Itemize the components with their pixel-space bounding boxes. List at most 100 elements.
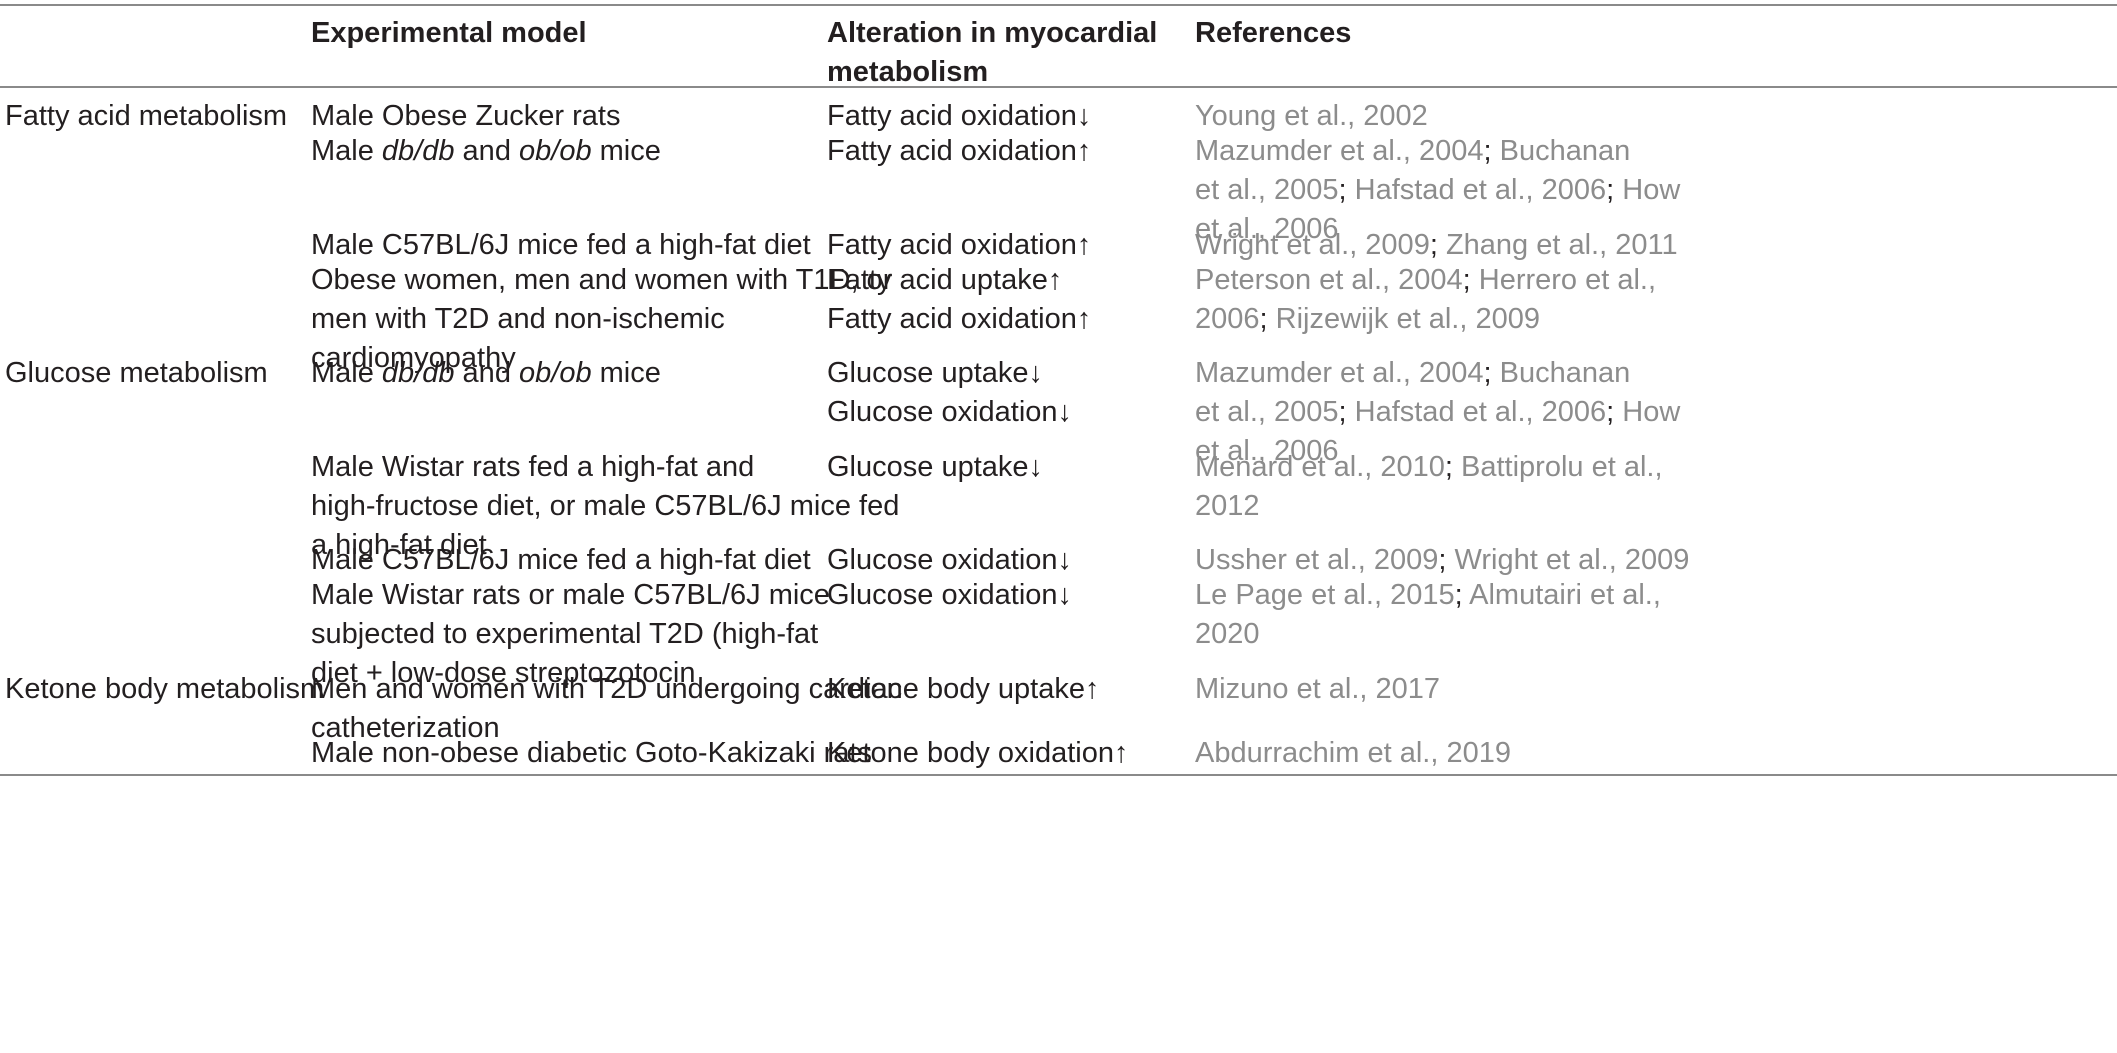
reference-link[interactable]: Buchanan [1499,357,1631,389]
reference-link[interactable]: 2006 [1195,303,1260,335]
row-alteration: Fatty acid oxidation↑ [827,226,1091,265]
row-alteration: Glucose oxidation↓ [827,576,1072,615]
row-references: Le Page et al., 2015; Almutairi et al., 2… [1195,576,1661,654]
row-experimental-model: Male Wistar rats or male C57BL/6J mice su… [311,576,830,693]
reference-separator: ; [1338,396,1355,428]
reference-line: et al., 2005; Hafstad et al., 2006; How [1195,393,1680,432]
reference-line: Le Page et al., 2015; Almutairi et al., [1195,576,1661,615]
reference-line: Peterson et al., 2004; Herrero et al., [1195,261,1656,300]
model-line: subjected to experimental T2D (high-fat [311,618,819,650]
row-references: Mazumder et al., 2004; Buchanan et al., 2… [1195,354,1680,471]
reference-line: Abdurrachim et al., 2019 [1195,734,1511,773]
reference-link[interactable]: Ussher et al., 2009 [1195,544,1439,576]
reference-line: 2006; Rijzewijk et al., 2009 [1195,300,1656,339]
reference-line: et al., 2005; Hafstad et al., 2006; How [1195,171,1680,210]
reference-link[interactable]: 2020 [1195,618,1260,650]
reference-separator: ; [1454,579,1470,611]
row-references: Menard et al., 2010; Battiprolu et al., 2… [1195,448,1663,526]
header-experimental-model: Experimental model [311,14,587,53]
model-line: Male db/db and ob/ob mice [311,357,661,389]
row-alteration: Glucose oxidation↓ [827,541,1072,580]
reference-link[interactable]: How [1622,396,1681,428]
category-label: Ketone body metabolism [5,673,325,705]
reference-link[interactable]: Battiprolu et al., [1461,451,1663,483]
reference-line: 2012 [1195,487,1663,526]
reference-line: Mizuno et al., 2017 [1195,670,1440,709]
row-experimental-model: Male Wistar rats fed a high-fat and high-… [311,448,899,565]
model-line: catheterization [311,712,500,744]
reference-line: 2020 [1195,615,1661,654]
reference-link[interactable]: et al., 2006 [1195,213,1339,245]
reference-link[interactable]: Herrero et al., [1478,264,1657,296]
reference-link[interactable]: Le Page et al., 2015 [1195,579,1455,611]
row-experimental-model: Male non-obese diabetic Goto-Kakizaki ra… [311,734,872,773]
header-alteration: Alteration in myocardial metabolism [827,14,1157,92]
reference-link[interactable]: Young et al., 2002 [1195,100,1428,132]
reference-link[interactable]: et al., 2005 [1195,396,1339,428]
alteration-line: Glucose uptake↓ [827,357,1044,389]
reference-link[interactable]: Mizuno et al., 2017 [1195,673,1441,705]
header-alteration-line: Alteration in myocardial [827,17,1158,49]
reference-link[interactable]: 2012 [1195,490,1260,522]
reference-separator: ; [1338,174,1355,206]
reference-line: et al., 2006 [1195,432,1680,471]
alteration-line: Ketone body oxidation↑ [827,737,1129,769]
row-experimental-model: Men and women with T2D undergoing cardia… [311,670,902,748]
reference-link[interactable]: Buchanan [1499,135,1631,167]
model-line: men with T2D and non-ischemic [311,303,725,335]
row-alteration: Fatty acid uptake↑ Fatty acid oxidation↑ [827,261,1091,339]
row-references: Abdurrachim et al., 2019 [1195,734,1511,773]
top-rule [0,4,2117,6]
reference-link[interactable]: Abdurrachim et al., 2019 [1195,737,1511,769]
header-references: References [1195,14,1351,53]
bottom-rule [0,774,2117,776]
reference-link[interactable]: Almutairi et al., [1469,579,1661,611]
row-references: Young et al., 2002 [1195,97,1428,136]
reference-link[interactable]: Hafstad et al., 2006 [1354,396,1607,428]
alteration-line: Fatty acid oxidation↑ [827,135,1092,167]
row-experimental-model: Male C57BL/6J mice fed a high-fat diet [311,541,811,580]
header-rule [0,86,2117,88]
row-alteration: Fatty acid oxidation↑ [827,132,1091,171]
reference-separator: ; [1259,303,1276,335]
reference-link[interactable]: How [1622,174,1681,206]
reference-separator: ; [1462,264,1479,296]
reference-separator: ; [1606,174,1623,206]
reference-link[interactable]: Wright et al., 2009 [1195,229,1430,261]
category-label: Glucose metabolism [5,357,268,389]
reference-separator: ; [1429,229,1446,261]
header-experimental-model-text: Experimental model [311,17,587,49]
alteration-line: Glucose oxidation↓ [827,396,1073,428]
alteration-line: Fatty acid oxidation↑ [827,229,1092,261]
reference-link[interactable]: Rijzewijk et al., 2009 [1275,303,1540,335]
row-experimental-model: Obese women, men and women with T1D, or m… [311,261,892,378]
reference-link[interactable]: Mazumder et al., 2004 [1195,357,1484,389]
alteration-line: Fatty acid oxidation↓ [827,100,1092,132]
reference-line: Mazumder et al., 2004; Buchanan [1195,132,1680,171]
model-line: a high-fat diet [311,529,487,561]
reference-link[interactable]: et al., 2005 [1195,174,1339,206]
row-category: Fatty acid metabolism [5,97,287,136]
reference-link[interactable]: et al., 2006 [1195,435,1339,467]
alteration-line: Glucose oxidation↓ [827,544,1073,576]
model-line: Male C57BL/6J mice fed a high-fat diet [311,229,811,261]
model-line: cardiomyopathy [311,342,516,374]
model-line: Men and women with T2D undergoing cardia… [311,673,903,705]
row-alteration: Glucose uptake↓ [827,448,1043,487]
row-experimental-model: Male db/db and ob/ob mice [311,354,661,393]
reference-separator: ; [1483,357,1500,389]
reference-link[interactable]: Mazumder et al., 2004 [1195,135,1484,167]
row-alteration: Glucose uptake↓ Glucose oxidation↓ [827,354,1072,432]
reference-line: Wright et al., 2009; Zhang et al., 2011 [1195,226,1678,265]
header-alteration-line: metabolism [827,56,989,88]
row-references: Ussher et al., 2009; Wright et al., 2009 [1195,541,1689,580]
row-category: Glucose metabolism [5,354,268,393]
reference-link[interactable]: Wright et al., 2009 [1454,544,1690,576]
reference-link[interactable]: Zhang et al., 2011 [1445,229,1678,261]
reference-link[interactable]: Peterson et al., 2004 [1195,264,1463,296]
row-alteration: Ketone body oxidation↑ [827,734,1129,773]
reference-link[interactable]: Menard et al., 2010 [1195,451,1445,483]
reference-link[interactable]: Hafstad et al., 2006 [1354,174,1607,206]
alteration-line: Glucose oxidation↓ [827,579,1073,611]
reference-separator: ; [1606,396,1623,428]
